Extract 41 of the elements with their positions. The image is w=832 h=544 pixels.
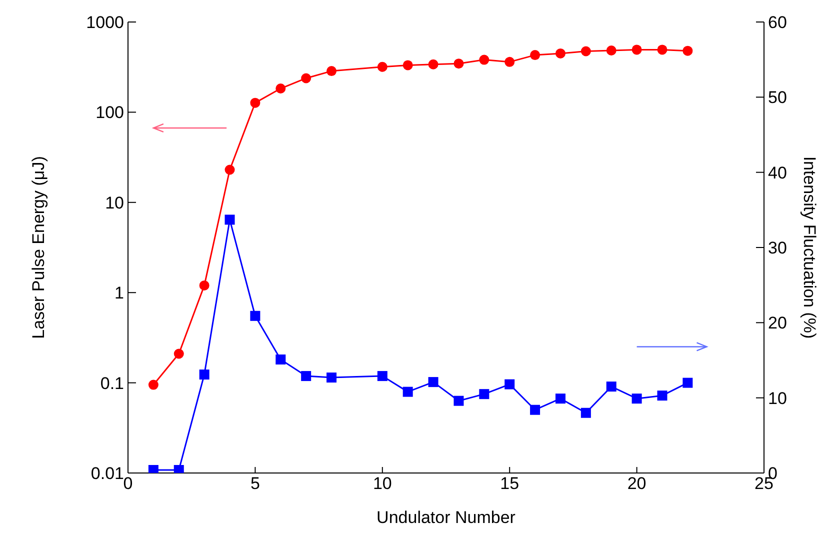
- x-tick-label: 20: [627, 474, 646, 494]
- point: [530, 50, 540, 60]
- point: [301, 73, 312, 84]
- y-tick-label: 10: [105, 193, 124, 212]
- y-tick-label: 0.01: [90, 464, 124, 484]
- x-tick-label: 5: [250, 474, 260, 494]
- y2-tick-label: 50: [768, 88, 787, 108]
- y2-axis-title: Intensity Fluctuation (%): [800, 156, 819, 339]
- y2-tick-label: 10: [768, 388, 787, 408]
- y-tick-label: 0.1: [100, 374, 124, 393]
- point: [632, 44, 642, 55]
- x-axis-title: Undulator Number: [376, 508, 516, 527]
- point: [276, 84, 286, 94]
- point: [454, 58, 464, 69]
- point: [199, 280, 210, 290]
- y-axis-title: Laser Pulse Energy (μJ): [29, 156, 48, 339]
- point: [479, 54, 490, 65]
- y2-tick-label: 30: [768, 238, 787, 258]
- point: [504, 56, 515, 67]
- y2-tick-label: 60: [768, 13, 787, 32]
- point: [657, 44, 668, 55]
- point: [250, 98, 260, 108]
- point: [682, 46, 693, 56]
- x-tick-label: 0: [123, 474, 133, 494]
- point: [428, 59, 438, 70]
- point: [326, 66, 337, 76]
- x-tick-label: 15: [500, 474, 520, 494]
- point: [224, 164, 235, 175]
- point: [555, 48, 566, 58]
- y-tick-label: 100: [96, 103, 124, 122]
- y2-tick-label: 20: [768, 314, 787, 333]
- point: [174, 348, 184, 359]
- y2-tick-label: 40: [768, 163, 787, 182]
- point: [377, 62, 388, 72]
- point: [402, 60, 413, 70]
- point: [148, 380, 158, 390]
- point: [606, 46, 616, 56]
- y-tick-label: 1: [114, 284, 124, 303]
- x-tick-label: 10: [372, 474, 392, 494]
- point: [580, 46, 591, 56]
- y-tick-label: 1000: [86, 13, 124, 32]
